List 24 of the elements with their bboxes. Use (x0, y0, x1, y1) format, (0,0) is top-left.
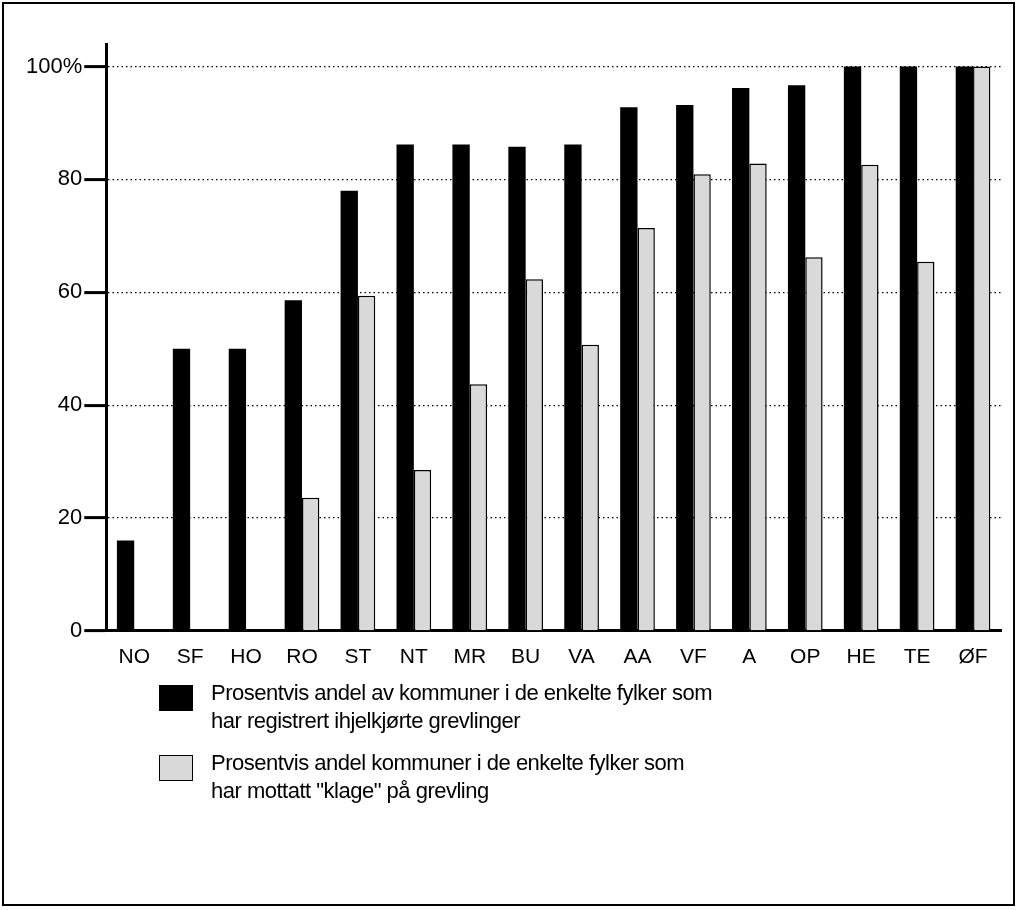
x-tick-label: VF (680, 644, 707, 668)
x-tick-label: A (742, 644, 757, 668)
legend-label: Prosentvis andel kommuner i de enkelte fylker som har mottatt "klage" på grevling (211, 749, 686, 805)
y-tick-label: 0 (70, 616, 83, 642)
x-tick-label: TE (903, 644, 931, 668)
x-tick-label: SF (176, 644, 204, 668)
y-tick-label: 60 (57, 278, 83, 304)
x-tick-label: MR (453, 644, 487, 668)
x-tick-label: NT (399, 644, 428, 668)
x-tick-label: OP (790, 644, 821, 668)
x-tick-label: BU (511, 644, 541, 668)
x-tick-label: AA (623, 644, 652, 668)
x-tick-label: HE (846, 644, 876, 668)
x-tick-label: VA (568, 644, 595, 668)
y-tick-label: 100% (25, 52, 83, 78)
x-tick-label: ØF (958, 644, 988, 668)
y-tick-label: 80 (57, 165, 83, 191)
x-tick-label: RO (286, 644, 318, 668)
y-tick-label: 20 (57, 504, 83, 530)
x-tick-label: HO (230, 644, 262, 668)
x-tick-label: NO (118, 644, 150, 668)
legend-label: Prosentvis andel av kommuner i de enkelte fylker som har registrert ihjelkjørte grevlinger (211, 679, 713, 735)
x-tick-label: ST (344, 644, 372, 668)
y-tick-label: 40 (57, 391, 83, 417)
